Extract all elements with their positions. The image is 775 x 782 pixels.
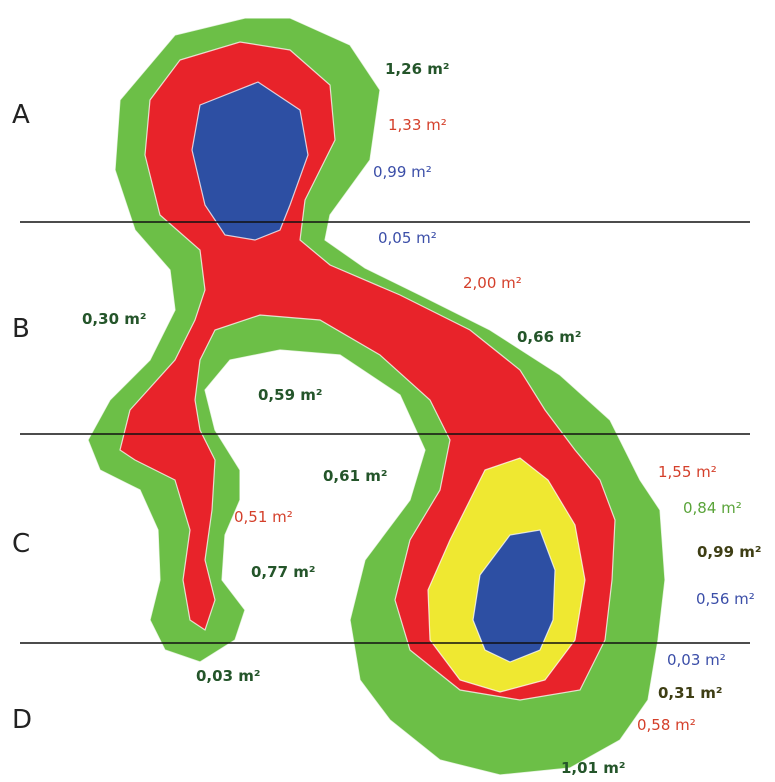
section-label-d: D [12,705,32,735]
area-label: 0,84 m² [683,499,742,517]
section-label-a: A [12,100,30,130]
blue-zone-top [191,81,309,241]
area-label: 2,00 m² [463,274,522,292]
section-label-c: C [12,529,30,559]
blue-zone-bottom [472,529,556,663]
area-label: 0,99 m² [373,163,432,181]
area-label: 0,61 m² [323,467,387,485]
area-label: 0,99 m² [697,543,761,561]
area-label: 1,55 m² [658,463,717,481]
area-label: 0,31 m² [658,684,722,702]
area-label: 0,59 m² [258,386,322,404]
area-label: 0,03 m² [667,651,726,669]
area-label: 0,03 m² [196,667,260,685]
area-label: 1,33 m² [388,116,447,134]
area-label: 0,56 m² [696,590,755,608]
area-label: 0,30 m² [82,310,146,328]
area-label: 0,66 m² [517,328,581,346]
section-label-b: B [12,314,30,344]
area-label: 0,05 m² [378,229,437,247]
area-label: 1,01 m² [561,759,625,777]
area-label: 0,51 m² [234,508,293,526]
area-label: 0,77 m² [251,563,315,581]
area-label: 0,58 m² [637,716,696,734]
area-label: 1,26 m² [385,60,449,78]
